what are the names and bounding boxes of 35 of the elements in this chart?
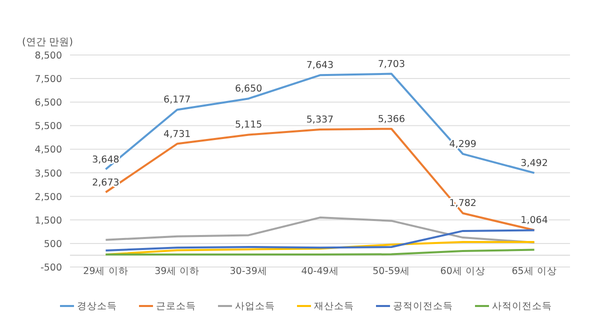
y-tick-label: 6,500 [34, 98, 62, 109]
data-label: 1,064 [520, 215, 548, 226]
y-tick-label: 1,500 [34, 215, 62, 226]
data-label: 3,492 [520, 158, 548, 169]
x-tick-label: 39세 이하 [154, 266, 200, 277]
x-tick-label: 50-59세 [372, 266, 410, 277]
legend-label: 재산소득 [314, 301, 354, 312]
y-tick-label: 8,500 [34, 50, 62, 62]
x-tick-label: 40-49세 [301, 266, 339, 277]
legend-label: 근로소득 [156, 301, 196, 312]
y-tick-label: 500 [44, 238, 62, 250]
x-tick-label: 30-39세 [230, 266, 268, 277]
y-tick-label: 4,500 [34, 144, 62, 156]
y-tick-label: 2,500 [34, 192, 62, 203]
legend-label: 사적이전소득 [492, 301, 552, 312]
y-axis-title: (연간 만원) [22, 37, 74, 48]
y-tick-label: 5,500 [34, 121, 62, 132]
x-tick-label: 60세 이상 [440, 266, 486, 277]
y-tick-label: 3,500 [34, 168, 62, 180]
legend-label: 경상소득 [77, 301, 117, 312]
legend-label: 공적이전소득 [393, 301, 453, 312]
x-tick-label: 29세 이하 [83, 266, 128, 277]
data-label: 5,337 [306, 114, 334, 126]
y-tick-label: 7,500 [34, 74, 62, 86]
data-label: 4,731 [164, 128, 191, 140]
x-tick-label: 65세 이상 [512, 266, 557, 277]
data-label: 5,115 [234, 120, 262, 131]
data-label: 2,673 [92, 177, 120, 188]
legend-label: 사업소득 [235, 301, 275, 312]
data-label: 7,703 [378, 58, 406, 70]
y-tick-label: -500 [40, 262, 62, 274]
data-label: 6,177 [164, 94, 191, 106]
data-label: 6,650 [234, 84, 262, 95]
data-label: 7,643 [306, 60, 334, 72]
data-label: 5,366 [378, 114, 406, 125]
